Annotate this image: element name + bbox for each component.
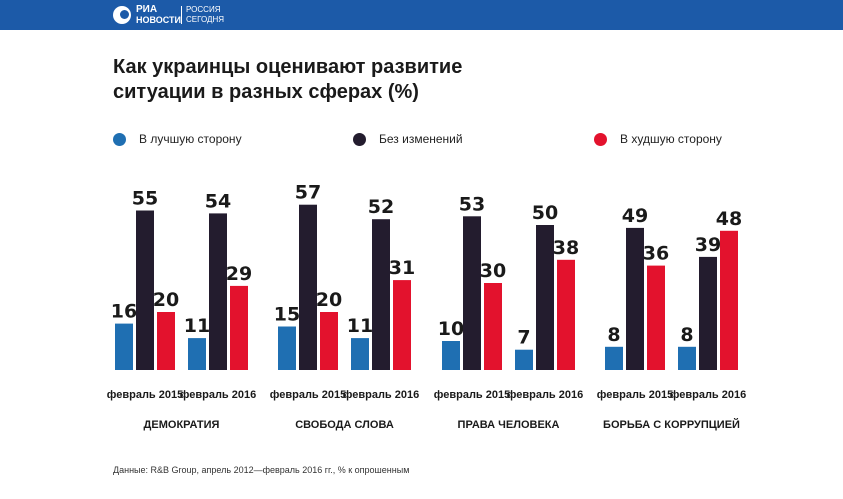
bar-g3-p1-s1 (699, 256, 717, 370)
value-label-g0-p1-s2: 29 (226, 263, 252, 285)
value-label-g0-p0-s1: 55 (132, 188, 158, 210)
group-label-1: СВОБОДА СЛОВА (295, 419, 394, 431)
period-label-g2-p1: февраль 2016 (507, 389, 583, 401)
value-label-g3-p1-s0: 8 (680, 324, 693, 346)
bar-g2-p1-s2 (557, 259, 575, 370)
logo-divider (181, 6, 182, 24)
value-label-g3-p0-s1: 49 (622, 205, 648, 227)
group-label-2: ПРАВА ЧЕЛОВЕКА (458, 419, 560, 431)
logo-rossiya-text: РОССИЯ (186, 5, 221, 14)
logo-news-text: НОВОСТИ (136, 15, 182, 25)
group-label-0: ДЕМОКРАТИЯ (144, 419, 220, 431)
chart-title: Как украинцы оценивают развитие ситуации … (113, 56, 463, 103)
period-label-g3-p0: февраль 2015 (597, 389, 673, 401)
bar-g1-p0-s0 (278, 326, 296, 370)
value-label-g0-p1-s1: 54 (205, 190, 231, 212)
legend-label-no-change: Без изменений (379, 132, 463, 146)
value-label-g3-p1-s1: 39 (695, 234, 721, 256)
logo-segodnya-text: СЕГОДНЯ (186, 15, 225, 24)
bar-g2-p1-s0 (515, 349, 533, 370)
value-label-g1-p1-s2: 31 (389, 257, 415, 279)
header-bar: РИА НОВОСТИ РОССИЯ СЕГОДНЯ (0, 0, 843, 30)
bar-g1-p1-s2 (393, 280, 411, 370)
legend-label-better: В лучшую сторону (139, 132, 242, 146)
ria-logo-icon (113, 6, 131, 24)
bar-g2-p0-s2 (484, 283, 502, 370)
legend-dot-no-change-icon (353, 133, 366, 146)
period-label-g3-p1: февраль 2016 (670, 389, 746, 401)
period-label-g2-p0: февраль 2015 (434, 389, 510, 401)
bar-g2-p0-s1 (463, 216, 481, 370)
value-label-g2-p0-s1: 53 (459, 193, 485, 215)
value-label-g1-p0-s0: 15 (274, 304, 300, 326)
bar-g0-p1-s1 (209, 213, 227, 370)
legend-label-worse: В худшую сторону (620, 132, 722, 146)
bar-g1-p1-s1 (372, 219, 390, 370)
period-label-g1-p1: февраль 2016 (343, 389, 419, 401)
bar-g0-p1-s0 (188, 338, 206, 370)
value-label-g1-p0-s2: 20 (316, 289, 342, 311)
value-label-g2-p1-s1: 50 (532, 202, 558, 224)
value-label-g3-p0-s2: 36 (643, 243, 669, 265)
value-label-g1-p0-s1: 57 (295, 182, 321, 204)
bar-g0-p1-s2 (230, 285, 248, 370)
value-label-g2-p1-s2: 38 (553, 237, 579, 259)
value-label-g0-p0-s2: 20 (153, 289, 179, 311)
bar-g2-p0-s0 (442, 341, 460, 370)
period-label-g1-p0: февраль 2015 (270, 389, 346, 401)
value-label-g2-p0-s0: 10 (438, 318, 464, 340)
value-label-g0-p1-s0: 11 (184, 315, 210, 337)
period-label-g0-p1: февраль 2016 (180, 389, 256, 401)
bar-g3-p1-s2 (720, 230, 738, 370)
bar-g1-p0-s2 (320, 312, 338, 370)
value-label-g2-p0-s2: 30 (480, 260, 506, 282)
group-label-3: БОРЬБА С КОРРУПЦИЕЙ (603, 418, 740, 431)
bar-g3-p0-s1 (626, 227, 644, 370)
bar-g2-p1-s1 (536, 225, 554, 370)
value-label-g3-p0-s0: 8 (607, 324, 620, 346)
bar-g0-p0-s1 (136, 210, 154, 370)
bar-g3-p0-s2 (647, 265, 665, 370)
bar-g3-p0-s0 (605, 346, 623, 370)
value-label-g3-p1-s2: 48 (716, 208, 742, 230)
value-label-g0-p0-s0: 16 (111, 301, 137, 323)
bar-g1-p0-s1 (299, 204, 317, 370)
bar-g0-p0-s0 (115, 323, 133, 370)
logo-ria-text: РИА (136, 4, 158, 15)
source-note: Данные: R&B Group, апрель 2012—февраль 2… (113, 465, 410, 475)
period-label-g0-p0: февраль 2015 (107, 389, 183, 401)
bar-g0-p0-s2 (157, 312, 175, 370)
bar-g3-p1-s0 (678, 346, 696, 370)
value-label-g1-p1-s0: 11 (347, 315, 373, 337)
bar-g1-p1-s0 (351, 338, 369, 370)
legend-dot-worse-icon (594, 133, 607, 146)
legend-dot-better-icon (113, 133, 126, 146)
value-label-g1-p1-s1: 52 (368, 196, 394, 218)
value-label-g2-p1-s0: 7 (517, 327, 530, 349)
